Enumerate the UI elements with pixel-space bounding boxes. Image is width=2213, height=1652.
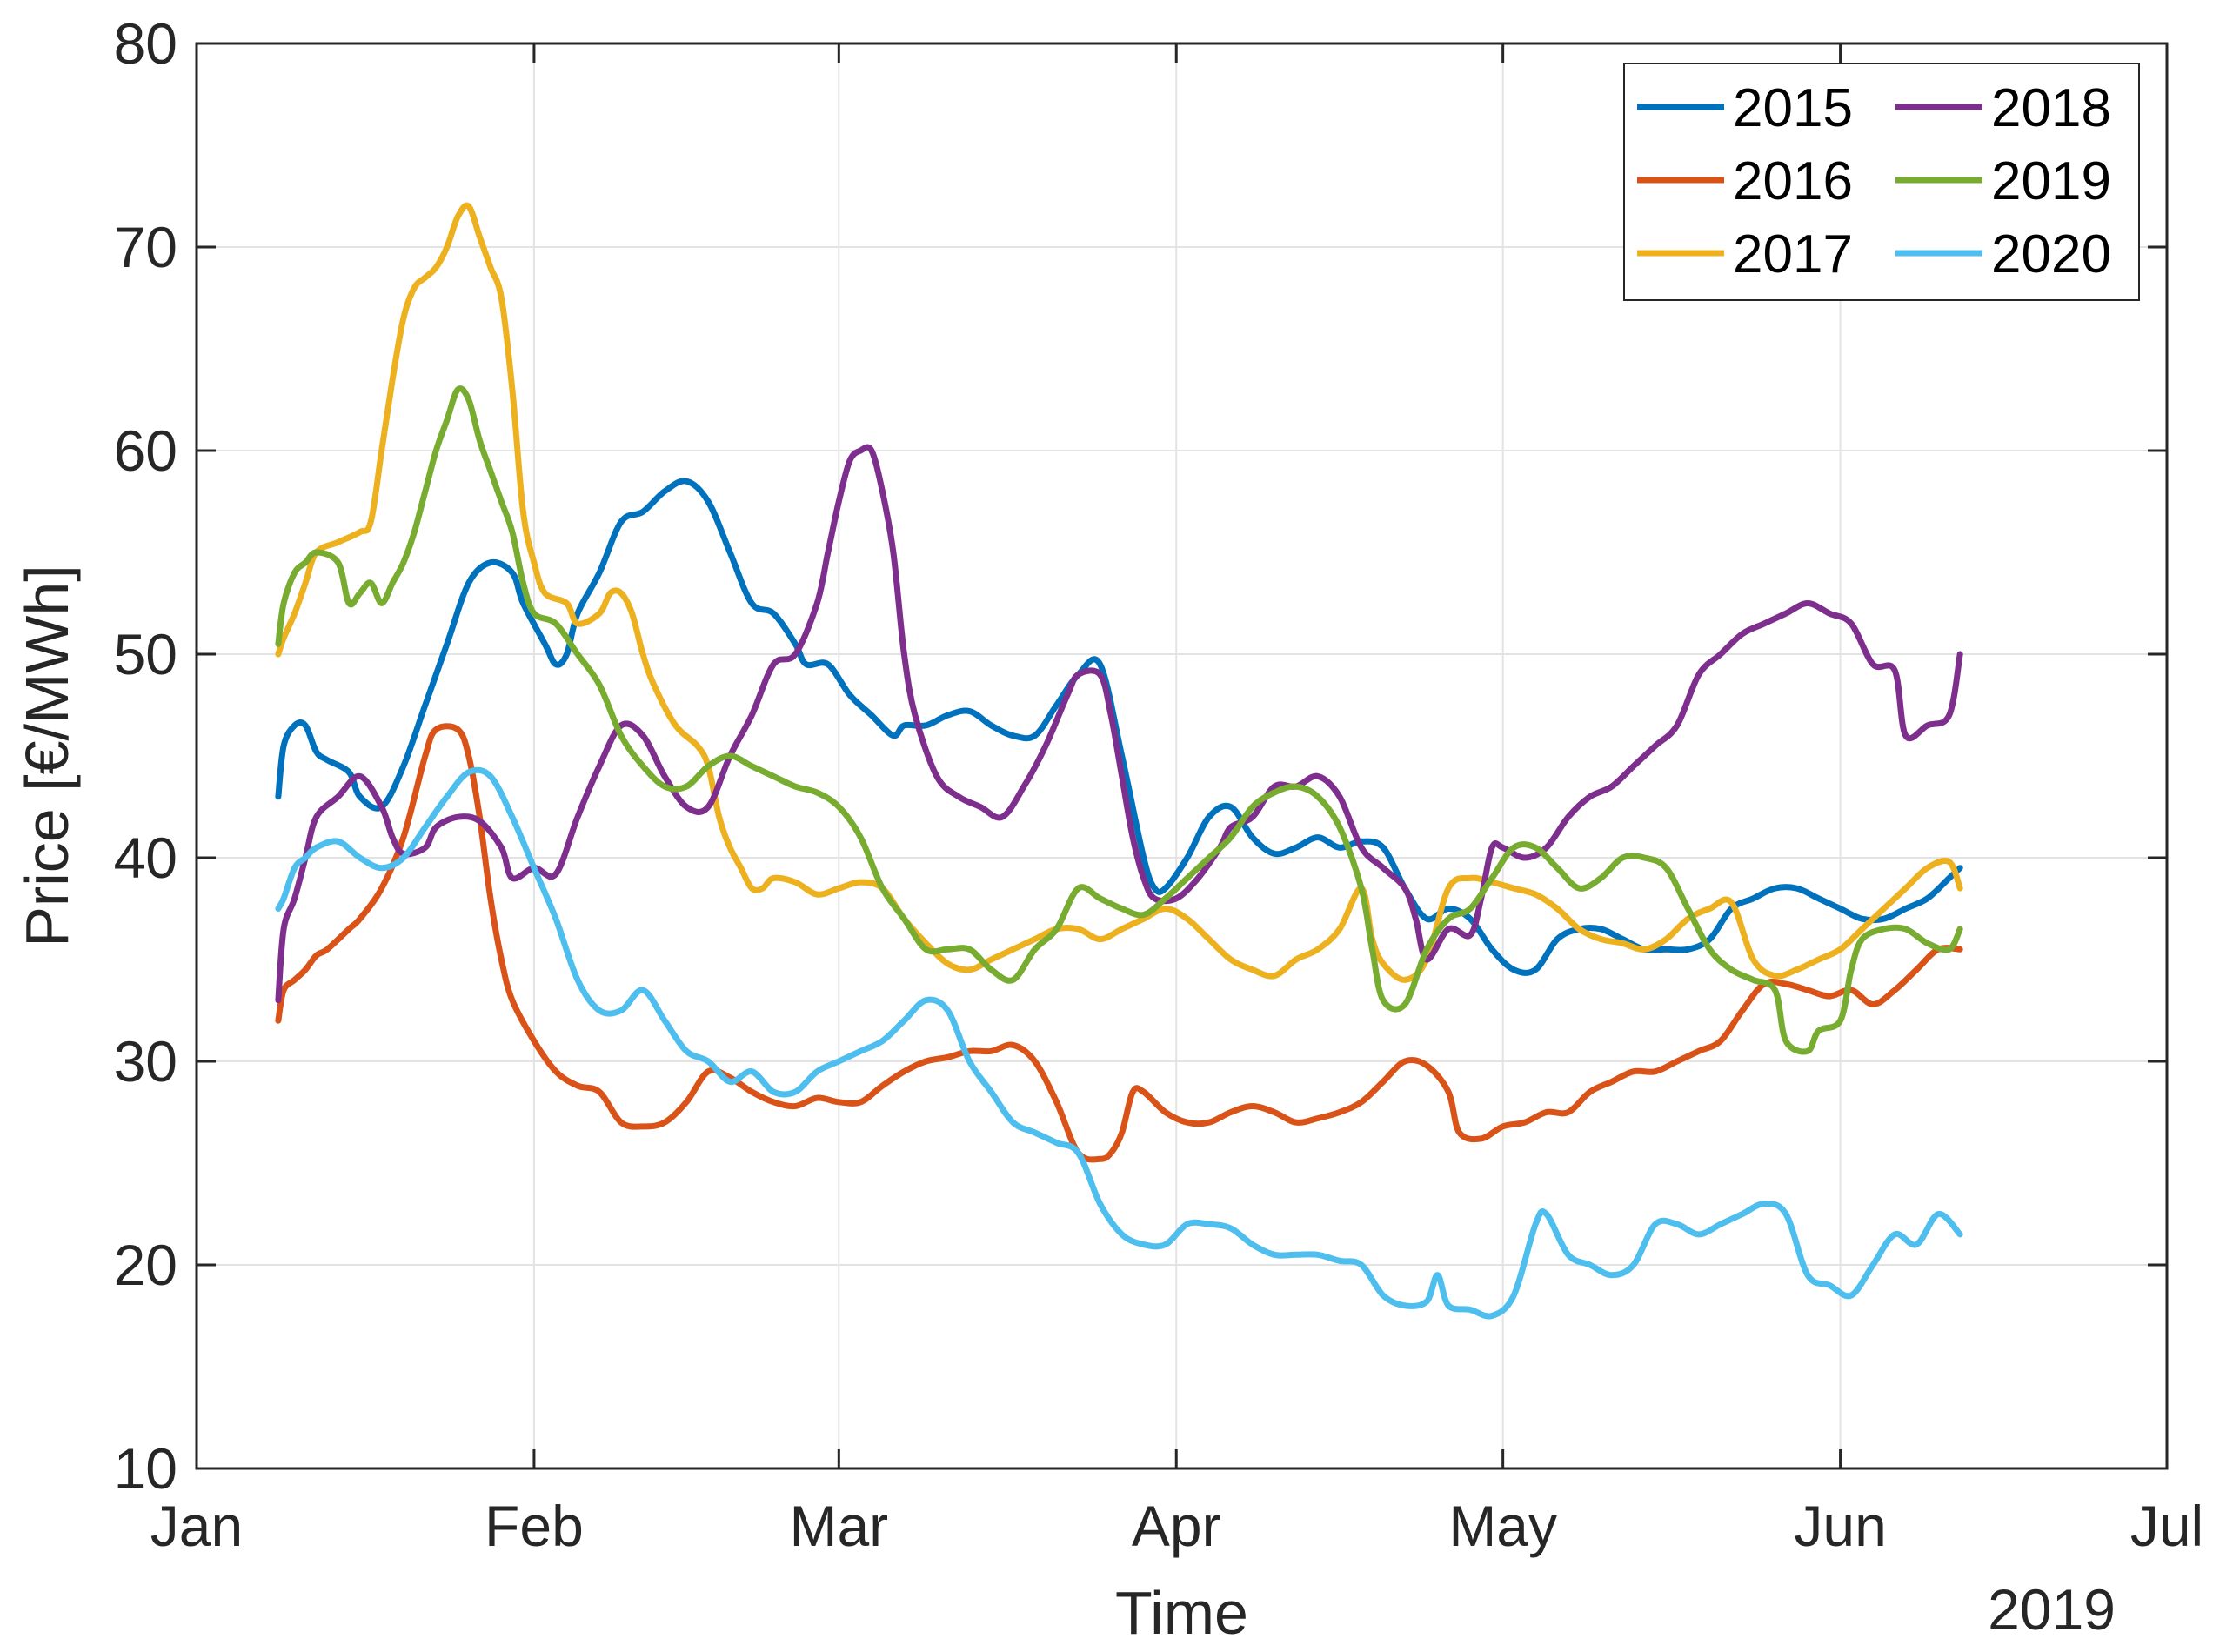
legend-label-2020: 2020 xyxy=(1991,224,2111,284)
legend-label-2017: 2017 xyxy=(1733,224,1853,284)
y-axis-title: Price [€/MWh] xyxy=(13,565,81,947)
y-tick-label: 50 xyxy=(114,622,177,686)
grid-lines xyxy=(196,43,2168,1469)
y-tick-label: 40 xyxy=(114,826,177,890)
x-axis-year-label: 2019 xyxy=(1988,1577,2116,1642)
x-tick-label: Feb xyxy=(485,1494,584,1558)
y-tick-label: 60 xyxy=(114,418,177,483)
x-tick-label: Jul xyxy=(2130,1494,2203,1558)
legend-label-2015: 2015 xyxy=(1733,78,1853,138)
axis-ticks xyxy=(195,42,2169,1470)
y-tick-label: 20 xyxy=(114,1233,177,1297)
series-line-2019 xyxy=(275,385,1963,1055)
plot-frame xyxy=(195,42,2169,1470)
legend-label-2018: 2018 xyxy=(1991,78,2111,138)
series-lines xyxy=(275,202,1963,1320)
y-tick-label: 30 xyxy=(114,1029,177,1094)
series-line-2020 xyxy=(275,766,1963,1320)
series-line-2018 xyxy=(275,444,1963,1004)
x-tick-label: Jun xyxy=(1794,1494,1886,1558)
legend-label-2019: 2019 xyxy=(1991,151,2111,211)
y-tick-label: 80 xyxy=(114,11,177,76)
legend: 2015 2016 2017 2018 2019 2020 xyxy=(1623,63,2140,301)
x-tick-label: May xyxy=(1448,1494,1557,1558)
x-axis-title: Time xyxy=(1115,1579,1248,1647)
x-tick-label: Jan xyxy=(150,1494,243,1558)
axis-labels: 10 20 30 40 50 60 70 80 Jan Feb Mar Apr May Jun Jul xyxy=(114,11,2204,1558)
series-line-2017 xyxy=(275,202,1963,983)
y-tick-label: 70 xyxy=(114,215,177,279)
y-tick-label: 10 xyxy=(114,1436,177,1501)
x-tick-label: Apr xyxy=(1132,1494,1221,1558)
x-tick-label: Mar xyxy=(789,1494,888,1558)
legend-label-2016: 2016 xyxy=(1733,151,1853,211)
